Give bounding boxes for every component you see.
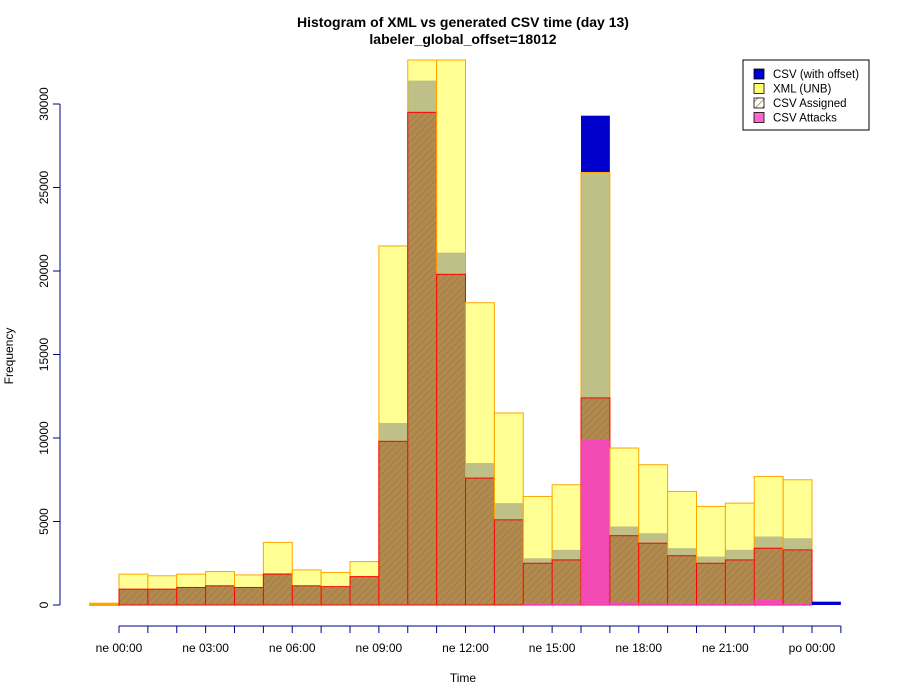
legend-swatch <box>753 83 765 94</box>
bar-csv-assigned <box>176 586 207 606</box>
y-tick-label: 10000 <box>37 421 51 455</box>
bar-csv-attacks <box>667 603 697 605</box>
bar-csv-assigned <box>407 111 438 606</box>
bar-csv-assigned <box>465 477 495 606</box>
bar-csv-attacks <box>552 603 581 605</box>
legend-label: CSV Attacks <box>773 113 837 125</box>
bar-csv-assigned <box>436 273 466 606</box>
bar-csv-assigned <box>782 549 813 606</box>
bar-csv-assigned <box>609 535 640 606</box>
x-tick-label: ne 06:00 <box>269 641 316 655</box>
chart-title: Histogram of XML vs generated CSV time (… <box>297 14 629 30</box>
bar-csv-assigned <box>291 585 322 606</box>
bar-csv-assigned <box>205 585 235 606</box>
bar-csv-offset <box>812 601 841 605</box>
x-tick-label: ne 03:00 <box>182 641 229 655</box>
y-tick-label: 20000 <box>37 254 51 288</box>
x-tick-label: ne 00:00 <box>96 641 143 655</box>
legend-swatch <box>753 68 765 80</box>
bar-csv-assigned <box>118 588 149 606</box>
bar-csv-attacks <box>581 439 610 605</box>
bar-csv-assigned <box>378 440 409 606</box>
legend-swatch <box>753 97 765 109</box>
y-tick-label: 30000 <box>37 87 51 121</box>
y-tick-label: 5000 <box>37 508 51 535</box>
x-tick-label: ne 09:00 <box>356 641 403 655</box>
chart-subtitle: labeler_global_offset=18012 <box>369 31 556 47</box>
x-axis: ne 00:00 ne 03:00 ne 06:00 ne 09:00 ne 12:00… <box>96 625 842 655</box>
x-axis-label: Time <box>450 671 477 685</box>
legend-label: XML (UNB) <box>773 84 832 96</box>
x-tick-label: po 00:00 <box>789 641 836 655</box>
bar-csv-assigned <box>147 588 178 606</box>
legend-label: CSV Assigned <box>773 98 847 110</box>
legend-swatch <box>753 112 765 123</box>
y-axis-label: Frequency <box>2 328 16 385</box>
bar-csv-attacks <box>783 603 812 605</box>
bar-csv-assigned <box>753 547 784 606</box>
bar-csv-assigned <box>724 559 755 606</box>
bar-csv-assigned <box>551 559 582 606</box>
bar-csv-assigned <box>320 586 351 606</box>
bar-csv-assigned <box>696 562 726 606</box>
bar-xml <box>89 602 120 607</box>
bar-csv-assigned <box>638 542 669 606</box>
bars-layer <box>89 59 841 607</box>
x-tick-label: ne 15:00 <box>529 641 576 655</box>
y-axis: 0 5000 10000 15000 20000 25000 30000 <box>37 87 61 608</box>
bar-csv-assigned <box>522 562 553 606</box>
bar-csv-attacks <box>754 599 784 605</box>
bar-csv-attacks <box>725 603 755 605</box>
bar-csv-assigned <box>349 576 380 606</box>
y-tick-label: 15000 <box>37 337 51 371</box>
legend: CSV (with offset) XML (UNB) CSV Assigned CS… <box>742 59 870 131</box>
y-tick-label: 25000 <box>37 170 51 204</box>
bar-csv-assigned <box>262 573 293 606</box>
y-tick-label: 0 <box>37 601 51 608</box>
bar-csv-attacks <box>638 602 668 605</box>
bar-csv-assigned <box>667 555 697 606</box>
bar-csv-assigned <box>493 519 524 606</box>
x-tick-label: ne 12:00 <box>442 641 489 655</box>
bar-csv-attacks <box>696 603 726 605</box>
x-tick-label: ne 21:00 <box>702 641 749 655</box>
legend-label: CSV (with offset) <box>773 69 859 81</box>
bar-csv-attacks <box>523 603 553 605</box>
bar-csv-assigned <box>234 586 264 606</box>
x-tick-label: ne 18:00 <box>615 641 662 655</box>
bar-csv-attacks <box>609 602 639 605</box>
